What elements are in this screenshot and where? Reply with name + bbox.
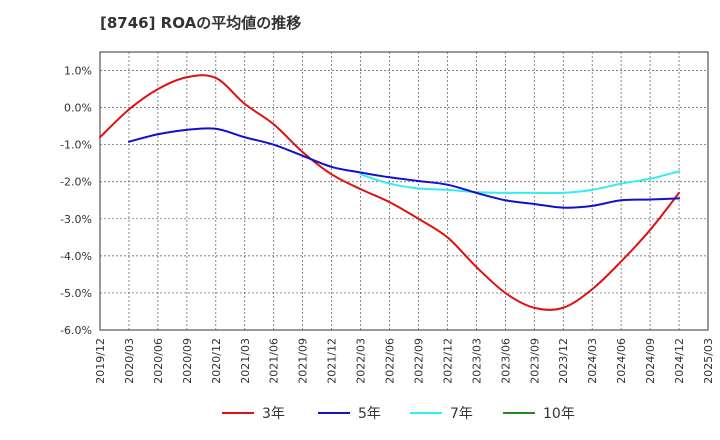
- x-tick-label: 2021/12: [326, 338, 339, 384]
- series-line-7年: [359, 170, 681, 195]
- x-tick-label: 2023/12: [557, 338, 570, 384]
- series-line-3年: [99, 74, 681, 311]
- x-tick-label: 2025/03: [702, 338, 715, 384]
- x-tick-label: 2020/09: [181, 338, 194, 384]
- y-tick-label: -2.0%: [60, 176, 92, 189]
- x-tick-label: 2024/06: [615, 338, 628, 384]
- x-tick-label: 2024/12: [673, 338, 686, 384]
- x-tick-label: 2021/09: [297, 338, 310, 384]
- y-tick-label: -3.0%: [60, 213, 92, 226]
- x-tick-label: 2023/09: [528, 338, 541, 384]
- x-tick-label: 2021/03: [239, 338, 252, 384]
- x-tick-label: 2021/06: [268, 338, 281, 384]
- x-tick-label: 2020/06: [152, 338, 165, 384]
- x-tick-label: 2022/12: [441, 338, 454, 384]
- x-tick-label: 2024/03: [586, 338, 599, 384]
- x-tick-label: 2022/03: [355, 338, 368, 384]
- y-tick-label: -1.0%: [60, 139, 92, 152]
- series-line-5年: [127, 127, 681, 209]
- x-tick-label: 2022/06: [384, 338, 397, 384]
- x-tick-label: 2019/12: [94, 338, 107, 384]
- legend-label-7年: 7年: [450, 406, 473, 422]
- x-tick-label: 2024/09: [644, 338, 657, 384]
- plot-area: [99, 51, 709, 331]
- x-tick-label: 2023/06: [499, 338, 512, 384]
- y-tick-label: -5.0%: [60, 287, 92, 300]
- legend-label-5年: 5年: [358, 406, 381, 422]
- legend-label-3年: 3年: [262, 406, 285, 422]
- x-tick-label: 2020/03: [123, 338, 136, 384]
- y-tick-label: -4.0%: [60, 250, 92, 263]
- x-tick-label: 2023/03: [470, 338, 483, 384]
- y-tick-label: 1.0%: [64, 65, 92, 78]
- y-tick-label: 0.0%: [64, 102, 92, 115]
- chart-title: [8746] ROAの平均値の推移: [100, 14, 302, 32]
- x-tick-label: 2020/12: [210, 338, 223, 384]
- legend-label-10年: 10年: [543, 406, 575, 422]
- y-tick-label: -6.0%: [60, 324, 92, 337]
- x-tick-label: 2022/09: [412, 338, 425, 384]
